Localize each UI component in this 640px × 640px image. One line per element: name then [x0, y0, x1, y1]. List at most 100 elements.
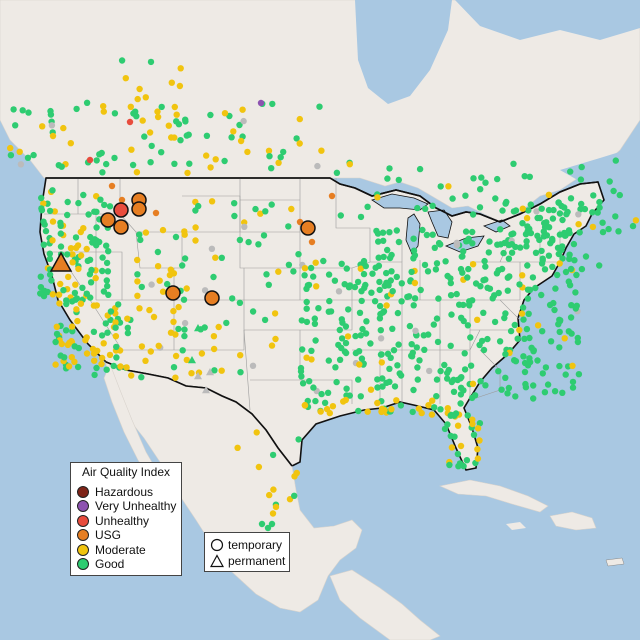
monitor-marker	[240, 117, 247, 125]
monitor-marker	[364, 203, 371, 210]
usg-swatch	[77, 529, 89, 542]
monitor-marker	[10, 106, 17, 113]
monitor-marker	[497, 226, 504, 233]
monitor-marker	[455, 463, 462, 470]
monitor-marker	[257, 210, 264, 217]
monitor-marker	[411, 252, 419, 259]
monitor-marker	[495, 368, 502, 375]
jamaica	[506, 522, 526, 530]
monitor-marker	[589, 209, 596, 216]
monitor-marker	[524, 295, 532, 302]
monitor-marker	[100, 288, 108, 295]
monitor-marker	[311, 320, 319, 327]
monitor-marker	[342, 339, 350, 347]
monitor-marker	[74, 317, 81, 325]
monitor-marker	[502, 374, 509, 381]
monitor-markers[interactable]	[7, 57, 640, 532]
monitor-marker	[566, 255, 573, 263]
monitor-marker	[376, 302, 384, 310]
monitor-marker	[419, 226, 426, 234]
monitor-marker	[7, 152, 15, 159]
monitor-marker	[170, 318, 177, 325]
monitor-marker	[393, 227, 400, 234]
monitor-marker	[171, 103, 178, 111]
monitor-marker	[325, 271, 333, 278]
monitor-marker	[134, 278, 141, 285]
monitor-marker	[182, 118, 189, 125]
monitor-marker	[545, 252, 553, 259]
monitor-marker	[60, 287, 67, 294]
legend-item-moderate: Moderate	[71, 543, 181, 558]
monitor-marker	[168, 134, 175, 141]
monitor-marker	[49, 132, 57, 140]
monitor-marker	[30, 151, 37, 159]
monitor-marker	[321, 399, 329, 406]
monitor-marker	[578, 265, 586, 273]
monitor-marker	[316, 103, 323, 110]
monitor-marker	[52, 361, 59, 368]
monitor-marker	[110, 362, 117, 370]
monitor-marker	[268, 342, 276, 349]
legend-label: Unhealthy	[95, 513, 150, 528]
gulf-st-lawrence	[560, 150, 640, 200]
monitor-marker	[171, 160, 178, 167]
monitor-marker	[463, 457, 471, 464]
monitor-marker	[504, 390, 511, 397]
monitor-marker	[408, 268, 415, 276]
monitor-marker	[599, 219, 606, 226]
monitor-marker	[502, 200, 509, 207]
hazardous-swatch	[77, 485, 89, 498]
monitor-marker	[376, 278, 383, 286]
monitor-marker	[380, 237, 387, 244]
monitor-marker	[293, 469, 300, 477]
monitor-marker	[333, 378, 340, 386]
monitor-marker	[142, 229, 150, 236]
monitor-marker	[298, 373, 305, 380]
monitor-marker	[268, 520, 276, 528]
monitor-marker	[465, 265, 472, 273]
monitor-marker	[333, 169, 341, 176]
monitor-marker	[48, 277, 55, 284]
monitor-marker	[460, 301, 467, 309]
monitor-marker	[411, 279, 419, 287]
monitor-marker	[51, 208, 58, 215]
monitor-marker	[521, 173, 528, 180]
monitor-marker	[203, 152, 210, 159]
monitor-marker	[84, 257, 92, 265]
monitor-marker	[245, 238, 252, 246]
monitor-marker	[128, 372, 135, 379]
monitor-marker	[142, 94, 149, 101]
monitor-marker	[616, 191, 623, 199]
monitor-marker	[520, 316, 527, 323]
arctic-water	[455, 0, 640, 40]
monitor-marker	[418, 409, 425, 417]
monitor-marker	[270, 486, 277, 493]
monitor-marker	[477, 186, 484, 193]
monitor-marker	[207, 111, 214, 119]
monitor-marker	[559, 389, 566, 396]
monitor-marker	[303, 305, 310, 312]
monitor-marker	[73, 295, 81, 302]
monitor-marker	[104, 329, 111, 336]
monitor-marker	[476, 341, 483, 349]
monitor-marker	[610, 187, 617, 195]
monitor-marker	[236, 299, 244, 306]
monitor-marker	[500, 249, 507, 257]
monitor-marker	[378, 359, 385, 366]
monitor-marker	[532, 284, 539, 292]
monitor-marker	[542, 364, 550, 371]
monitor-marker	[561, 335, 568, 342]
monitor-marker	[471, 392, 479, 399]
monitor-marker	[88, 266, 95, 274]
monitor-marker	[506, 273, 513, 280]
permanent-monitor	[194, 372, 202, 380]
monitor-marker	[359, 325, 366, 333]
monitor-marker	[437, 241, 444, 248]
monitor-marker	[469, 211, 477, 218]
monitor-marker	[575, 221, 582, 228]
monitor-marker	[272, 335, 279, 343]
monitor-marker	[212, 254, 219, 261]
monitor-marker	[69, 251, 76, 258]
monitor-marker	[126, 118, 134, 126]
